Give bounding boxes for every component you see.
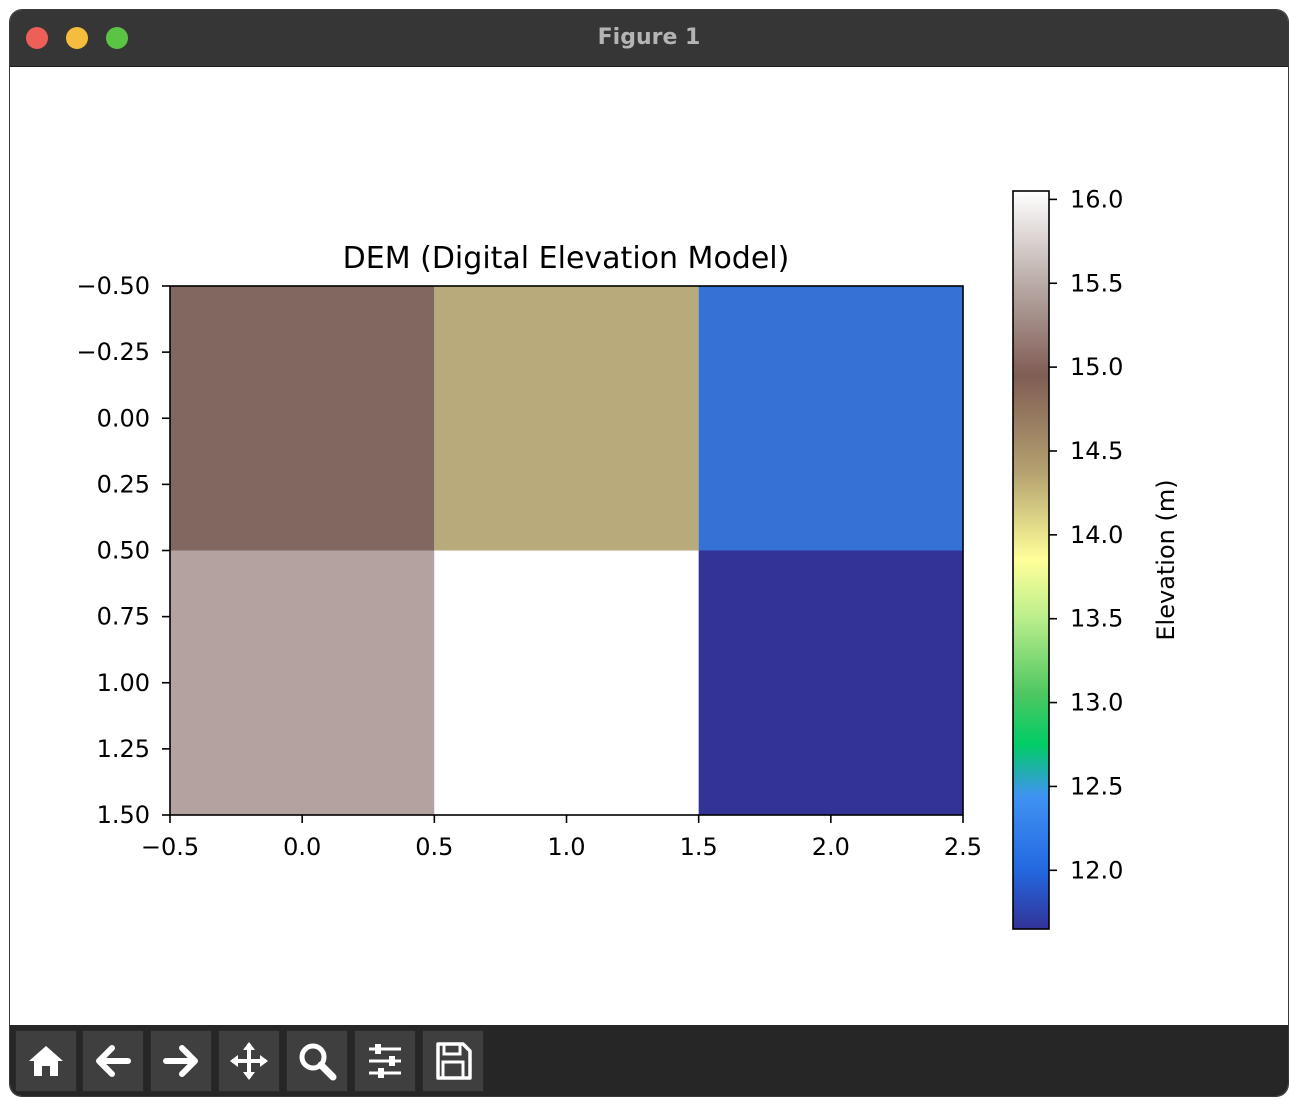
colorbar-tick-label: 13.0	[1070, 689, 1123, 717]
y-axis: −0.50 −0.25 0.00 0.25 0.50 0.75 1.00 1.25 1.50	[76, 272, 170, 829]
heatmap-cell-r0-c1	[434, 286, 699, 551]
magnifier-icon	[299, 1043, 337, 1081]
colorbar	[1012, 190, 1050, 930]
x-tick-label: 0.0	[283, 833, 321, 861]
y-tick-label: 0.50	[97, 537, 150, 565]
y-tick-label: 0.75	[97, 603, 150, 631]
heatmap-cell-r1-c1	[434, 550, 699, 815]
maximize-window-button[interactable]	[106, 27, 128, 49]
x-tick-label: −0.5	[141, 833, 199, 861]
save-button[interactable]	[422, 1030, 484, 1092]
heatmap-cells	[170, 286, 963, 815]
colorbar-tick-label: 13.5	[1070, 605, 1123, 633]
colorbar-tick-label: 12.0	[1070, 856, 1123, 884]
floppy-disk-icon	[436, 1042, 472, 1080]
move-icon	[230, 1042, 268, 1080]
navigation-toolbar	[10, 1025, 1288, 1096]
y-tick-label: −0.50	[76, 272, 150, 300]
arrow-right-icon	[163, 1045, 198, 1077]
heatmap-cell-r1-c0	[170, 550, 435, 815]
x-axis: −0.5 0.0 0.5 1.0 1.5 2.0 2.5	[141, 815, 982, 861]
colorbar-tick-label: 15.5	[1070, 269, 1123, 297]
sliders-icon	[369, 1044, 401, 1078]
colorbar-tick-label: 12.5	[1070, 772, 1123, 800]
zoom-button[interactable]	[286, 1030, 348, 1092]
heatmap-cell-r0-c2	[698, 286, 963, 551]
y-tick-label: 1.25	[97, 735, 150, 763]
heatmap-cell-r0-c0	[170, 286, 435, 551]
colorbar-tick-label: 14.5	[1070, 437, 1123, 465]
x-tick-label: 0.5	[415, 833, 453, 861]
arrow-left-icon	[96, 1045, 131, 1077]
home-icon	[29, 1046, 63, 1076]
chart-title: DEM (Digital Elevation Model)	[343, 241, 790, 276]
figure-canvas: −0.5 0.0 0.5 1.0 1.5 2.0 2.5 −0.50 −0.25 0.00 0.2…	[10, 67, 1288, 1025]
colorbar-tick-label: 14.0	[1070, 521, 1123, 549]
colorbar-tick-label: 16.0	[1070, 185, 1123, 213]
x-tick-label: 1.0	[547, 833, 585, 861]
close-window-button[interactable]	[26, 27, 48, 49]
title-bar: Figure 1	[10, 10, 1288, 67]
colorbar-label: Elevation (m)	[1152, 479, 1180, 640]
x-tick-label: 2.5	[944, 833, 982, 861]
y-tick-label: 1.00	[97, 669, 150, 697]
back-button[interactable]	[82, 1030, 144, 1092]
colorbar-ticks: 12.0 12.5 13.0 13.5 14.0 14.5 15.0 15.5 16.0	[1049, 185, 1123, 884]
y-tick-label: 0.25	[97, 470, 150, 498]
y-tick-label: 1.50	[97, 801, 150, 829]
x-tick-label: 1.5	[680, 833, 718, 861]
configure-subplots-button[interactable]	[354, 1030, 416, 1092]
dem-heatmap-chart: −0.5 0.0 0.5 1.0 1.5 2.0 2.5 −0.50 −0.25 0.00 0.2…	[76, 185, 1180, 930]
forward-button[interactable]	[150, 1030, 212, 1092]
x-tick-label: 2.0	[812, 833, 850, 861]
y-tick-label: 0.00	[97, 404, 150, 432]
minimize-window-button[interactable]	[66, 27, 88, 49]
colorbar-tick-label: 15.0	[1070, 353, 1123, 381]
pan-button[interactable]	[218, 1030, 280, 1092]
figure-window: Figure 1 −0.5 0.	[10, 10, 1288, 1096]
y-tick-label: −0.25	[76, 338, 150, 366]
heatmap-cell-r1-c2	[698, 550, 963, 815]
home-button[interactable]	[15, 1030, 77, 1092]
window-title: Figure 1	[597, 25, 701, 50]
